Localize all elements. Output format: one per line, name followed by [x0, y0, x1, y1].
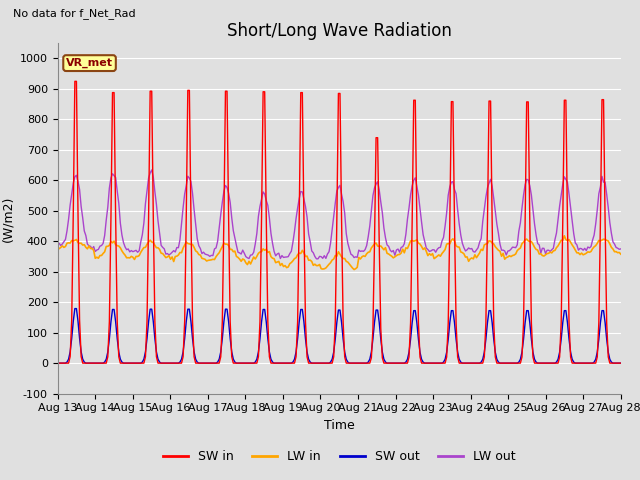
SW in	[124, 360, 132, 366]
LW in	[617, 251, 625, 257]
LW out	[301, 204, 309, 209]
LW in	[350, 267, 358, 273]
LW out	[223, 185, 231, 191]
SW in	[71, 78, 79, 84]
SW in	[587, 360, 595, 366]
Line: SW in: SW in	[58, 81, 621, 363]
SW out	[124, 360, 132, 366]
Title: Short/Long Wave Radiation: Short/Long Wave Radiation	[227, 22, 452, 40]
Line: SW out: SW out	[58, 309, 621, 363]
LW in	[300, 250, 308, 256]
SW out	[617, 360, 625, 366]
LW out	[252, 241, 259, 247]
SW out	[587, 360, 595, 366]
LW out	[54, 242, 61, 248]
LW in	[589, 246, 596, 252]
SW in	[242, 360, 250, 366]
LW out	[617, 246, 625, 252]
LW in	[54, 245, 61, 251]
SW out	[54, 360, 61, 366]
Y-axis label: (W/m2): (W/m2)	[1, 195, 14, 241]
LW out	[148, 167, 156, 173]
SW in	[301, 319, 309, 324]
Legend: SW in, LW in, SW out, LW out: SW in, LW in, SW out, LW out	[157, 445, 521, 468]
LW in	[123, 255, 131, 261]
LW in	[241, 257, 248, 263]
SW in	[617, 360, 625, 366]
LW out	[123, 247, 131, 252]
LW out	[314, 256, 322, 262]
Line: LW out: LW out	[58, 170, 621, 259]
SW out	[301, 336, 309, 342]
SW in	[54, 360, 61, 366]
SW out	[223, 306, 231, 312]
SW out	[252, 359, 259, 365]
LW in	[561, 233, 568, 239]
Text: VR_met: VR_met	[66, 58, 113, 68]
LW out	[242, 254, 250, 260]
LW in	[250, 254, 257, 260]
LW out	[589, 237, 596, 243]
Line: LW in: LW in	[58, 236, 621, 270]
X-axis label: Time: Time	[324, 419, 355, 432]
Text: No data for f_Net_Rad: No data for f_Net_Rad	[13, 8, 135, 19]
SW out	[71, 306, 79, 312]
LW in	[221, 241, 229, 247]
SW out	[242, 360, 250, 366]
SW in	[252, 360, 259, 366]
SW in	[223, 88, 231, 94]
